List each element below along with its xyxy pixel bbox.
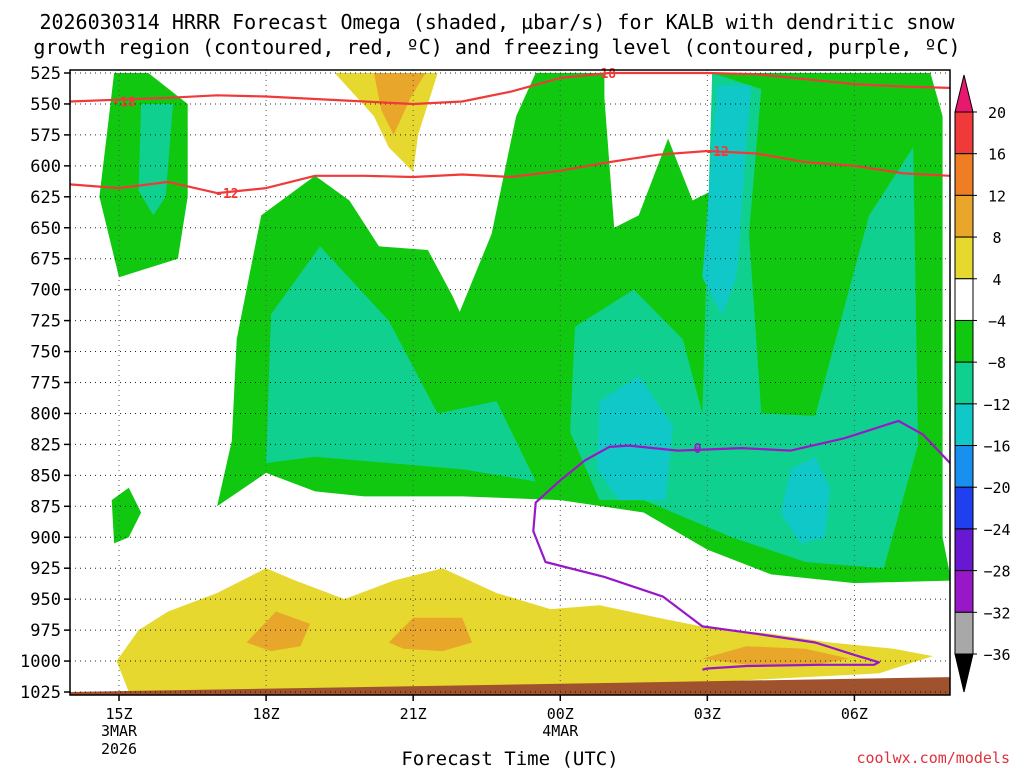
colorbar-swatch-7	[954, 403, 974, 447]
y-tick-label-625: 625	[30, 188, 61, 208]
colorbar-label-0: 20	[988, 104, 1006, 122]
y-tick-label-725: 725	[30, 312, 61, 332]
chart-title-line-2: growth region (contoured, red, ºC) and f…	[33, 35, 960, 59]
colorbar-swatch-6	[954, 361, 974, 405]
y-tick-label-825: 825	[30, 435, 61, 455]
y-tick-label-850: 850	[30, 466, 61, 486]
omega-region-7	[597, 376, 673, 501]
x-tick-label-21Z: 21Z	[400, 705, 427, 723]
colorbar-top-arrow	[954, 74, 974, 113]
x-tick-label-15Z: 15Z	[105, 705, 132, 723]
omega-region-14	[702, 646, 850, 665]
y-tick-label-975: 975	[30, 621, 61, 641]
contour-label-0-0: -18	[112, 95, 136, 110]
x-tick-label-06Z: 06Z	[841, 705, 868, 723]
colorbar-label-7: −12	[983, 396, 1010, 414]
y-tick-label-600: 600	[30, 157, 61, 177]
contour-line-0	[69, 71, 951, 106]
colorbar-label-6: −8	[988, 354, 1006, 372]
omega-region-3	[138, 104, 173, 216]
grid-lines	[70, 70, 950, 695]
omega-region-13	[388, 617, 472, 652]
x-tick-label-00Z: 00Z	[547, 705, 574, 723]
x-tick-label-03Z: 03Z	[694, 705, 721, 723]
y-tick-label-950: 950	[30, 590, 61, 610]
y-tick-label-575: 575	[30, 126, 61, 146]
omega-region-4	[266, 246, 536, 482]
ground-layer	[70, 677, 950, 695]
colorbar-swatch-0	[954, 111, 974, 155]
x-tick-label-18Z: 18Z	[253, 705, 280, 723]
ground-surface	[70, 677, 950, 695]
colorbar-label-8: −16	[983, 438, 1010, 456]
y-tick-label-700: 700	[30, 281, 61, 301]
colorbar-swatch-8	[954, 445, 974, 488]
y-tick-label-675: 675	[30, 250, 61, 270]
site-credit: coolwx.com/models	[856, 749, 1010, 767]
colorbar-legend: 20 16 12 8 4 −4 −8 −12 −16 −20 −24 −28 −32 −36	[954, 74, 1011, 693]
colorbar-swatch-2	[954, 194, 974, 238]
y-tick-label-650: 650	[30, 219, 61, 239]
colorbar-label-3: 8	[992, 229, 1001, 247]
omega-shading	[99, 73, 951, 692]
colorbar-bottom-arrow	[954, 653, 974, 693]
omega-region-8	[780, 456, 830, 544]
colorbar-swatch-12	[954, 611, 974, 655]
colorbar-label-10: −24	[983, 521, 1010, 539]
y-tick-label-775: 775	[30, 374, 61, 394]
x-axis-label: Forecast Time (UTC)	[401, 748, 618, 768]
contour-label-1-1: -12	[705, 145, 728, 160]
x-tick-sublabel-00Z: 4MAR	[542, 722, 579, 740]
colorbar-label-2: 12	[988, 187, 1006, 205]
y-tick-label-925: 925	[30, 559, 61, 579]
y-tick-label-550: 550	[30, 95, 61, 115]
y-axis: 525 550 575 600 625 650 675 700 725 750 775 800 825 8…	[20, 64, 70, 703]
x-tick-year-15Z: 2026	[101, 740, 137, 758]
chart-title-line-1: 2026030314 HRRR Forecast Omega (shaded, …	[39, 10, 955, 34]
omega-region-1	[111, 487, 142, 544]
colorbar-swatch-9	[954, 486, 974, 530]
y-tick-label-900: 900	[30, 528, 61, 548]
y-tick-label-875: 875	[30, 497, 61, 517]
omega-region-9	[334, 73, 438, 172]
y-tick-label-800: 800	[30, 404, 61, 424]
x-tick-sublabel-15Z: 3MAR	[101, 722, 138, 740]
y-tick-label-1000: 1000	[20, 652, 61, 672]
colorbar-swatch-11	[954, 570, 974, 613]
contour-lines: -18-18-12-120	[69, 67, 951, 671]
contour-label-1-0: -12	[215, 187, 238, 202]
colorbar-swatch-5	[954, 319, 974, 363]
colorbar-swatch-10	[954, 528, 974, 572]
colorbar-label-5: −4	[988, 312, 1006, 330]
colorbar-label-9: −20	[983, 479, 1010, 497]
colorbar-swatch-1	[954, 153, 974, 196]
colorbar-label-4: 4	[992, 271, 1001, 289]
colorbar-label-11: −28	[983, 563, 1010, 581]
colorbar-swatch-3	[954, 236, 974, 280]
omega-region-12	[246, 611, 311, 652]
contour-line-1	[69, 149, 951, 195]
contour-line-2	[532, 419, 951, 671]
colorbar-swatch-4	[954, 278, 974, 321]
contour-label-2-0: 0	[694, 442, 702, 457]
omega-region-6	[702, 85, 752, 315]
colorbar-label-13: −36	[983, 646, 1010, 664]
y-tick-label-525: 525	[30, 64, 61, 84]
y-tick-label-750: 750	[30, 343, 61, 363]
y-tick-label-1025: 1025	[20, 683, 61, 703]
colorbar-label-12: −32	[983, 604, 1010, 622]
plot-area: -18-18-12-120	[69, 67, 951, 696]
colorbar-label-1: 16	[988, 146, 1006, 164]
